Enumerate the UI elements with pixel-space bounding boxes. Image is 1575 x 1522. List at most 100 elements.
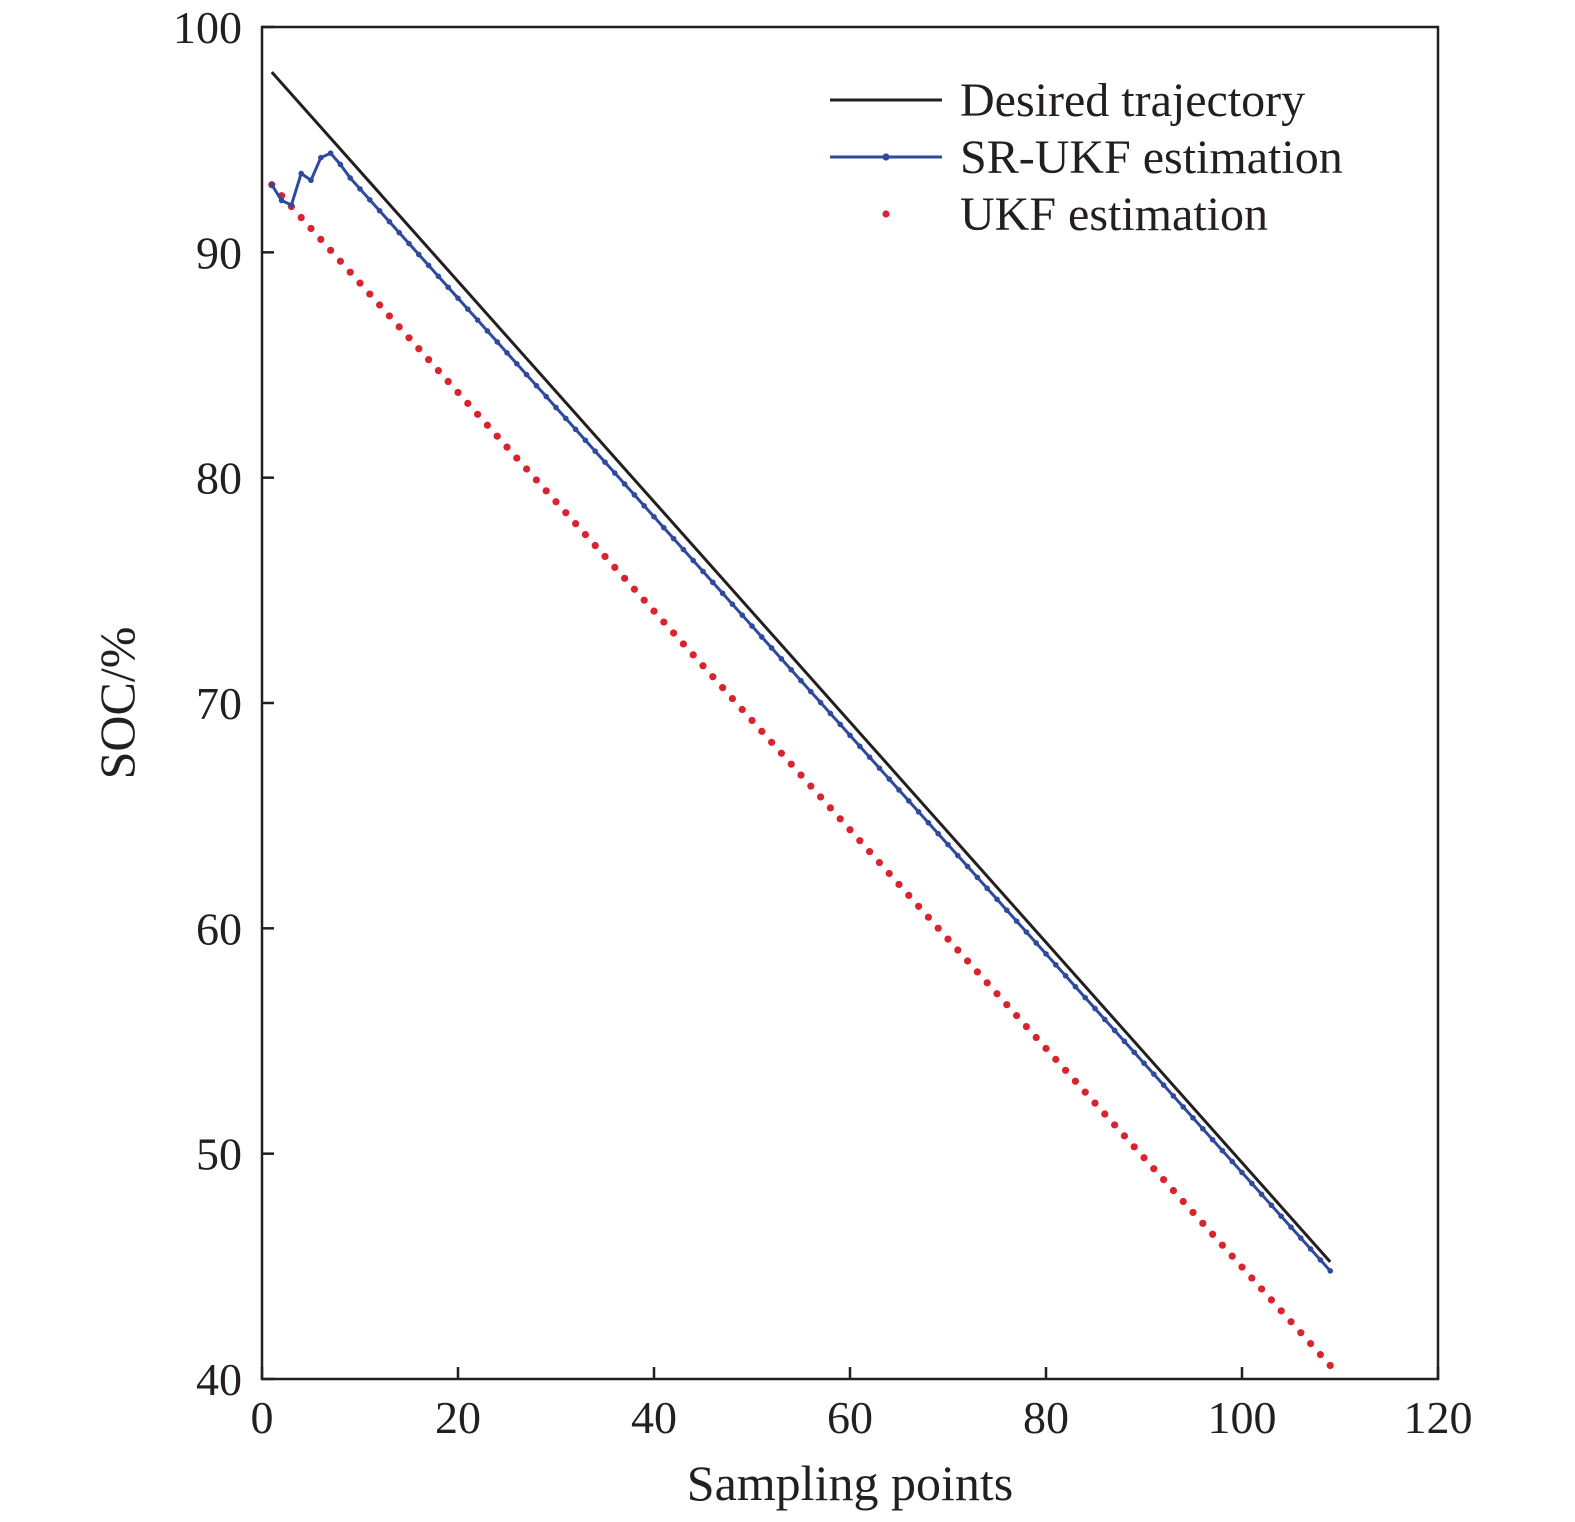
ukf-point [787,760,795,768]
ukf-point [650,607,658,615]
ukf-point [777,749,786,757]
sr-ukf-point [964,863,971,870]
ukf-point [748,716,756,725]
sr-ukf-point [798,677,804,684]
sr-ukf-point [1258,1191,1265,1198]
ukf-point [346,268,354,276]
ukf-point [679,640,688,648]
sr-ukf-point [768,645,775,651]
ukf-point [660,618,668,626]
plot-series [268,71,1334,1370]
sr-ukf-point [1092,1005,1098,1012]
ukf-point [836,815,844,823]
ukf-point [1326,1361,1334,1370]
sr-ukf-point [1298,1235,1304,1241]
ukf-point [503,443,511,451]
ukf-point [621,574,629,582]
sr-ukf-point [680,546,687,553]
sr-ukf-point [406,240,412,247]
y-tick-label: 90 [196,227,242,278]
ukf-point [483,421,491,429]
sr-ukf-point [504,350,510,356]
legend-item: UKF estimation [882,188,1268,241]
ukf-point [973,968,982,976]
ukf-point [1267,1296,1275,1304]
sr-ukf-point [1023,929,1030,935]
ukf-point [307,224,315,233]
legend-swatch-dot [882,153,890,161]
sr-ukf-point [1180,1104,1186,1110]
sr-ukf-point [847,732,853,739]
y-tick-label: 80 [196,453,242,504]
sr-ukf-point [778,656,785,662]
ukf-point [1189,1208,1197,1217]
x-axis-title: Sampling points [687,1455,1013,1511]
ukf-point [905,891,913,899]
ukf-point [581,530,590,539]
y-tick-label: 50 [196,1129,242,1180]
sr-ukf-point [827,710,834,717]
sr-ukf-point [278,197,285,204]
sr-ukf-point [465,306,471,312]
sr-ukf-point [896,787,902,793]
ukf-point [1052,1055,1060,1063]
sr-ukf-point [915,809,922,815]
sr-ukf-point [1151,1071,1157,1077]
ukf-point [1022,1022,1030,1031]
series-desired-trajectory-line [270,71,1332,1263]
ukf-point [670,629,678,637]
sr-ukf-point [474,317,481,323]
sr-ukf-point [876,765,883,771]
sr-ukf-point [759,634,765,640]
ukf-point [1287,1318,1295,1326]
ukf-point [826,804,835,812]
legend-label: Desired trajectory [960,74,1305,127]
ukf-point [1062,1066,1070,1074]
sr-ukf-point [1082,994,1088,1001]
legend-label: SR-UKF estimation [960,131,1343,184]
plot-frame [260,25,1440,1381]
ukf-point [1160,1176,1168,1184]
ukf-point [817,793,825,801]
sr-ukf-point [1072,983,1079,990]
sr-ukf-point [1004,907,1010,913]
ukf-point [1101,1110,1109,1118]
sr-ukf-point [837,721,843,728]
sr-ukf-point [533,382,540,389]
y-tick-label: 60 [196,903,242,954]
x-tick-label: 120 [1404,1392,1473,1443]
sr-ukf-point [494,339,501,345]
x-tick-label: 40 [631,1392,677,1443]
legend-label: UKF estimation [960,188,1268,241]
legend-swatch-dot [882,210,890,218]
sr-ukf-point [1062,972,1069,979]
sr-ukf-point [690,557,696,564]
ukf-point [454,388,462,397]
sr-ukf-point [1239,1169,1245,1176]
ukf-point [846,826,854,834]
ukf-point [709,673,717,681]
sr-ukf-point [1268,1202,1275,1209]
ukf-point [366,290,374,298]
ukf-point [964,957,972,965]
sr-ukf-point [906,798,912,804]
sr-ukf-point [572,426,579,433]
x-tick-label: 80 [1023,1392,1069,1443]
ukf-point [1199,1219,1207,1227]
ukf-point [327,246,335,254]
ukf-point [640,596,648,604]
ukf-point [1071,1077,1079,1085]
sr-ukf-point [602,459,608,465]
sr-ukf-point [1327,1268,1333,1274]
sr-ukf-point [631,492,638,498]
ukf-point [425,356,433,364]
ukf-point [895,880,903,889]
sr-ukf-point [337,161,344,168]
ukf-point [1140,1154,1148,1162]
sr-ukf-point [1033,940,1039,946]
ukf-point [689,651,697,659]
ukf-point [1042,1044,1050,1053]
sr-ukf-point [1317,1257,1324,1263]
ukf-point [464,399,472,407]
y-tick-label: 40 [196,1354,242,1405]
